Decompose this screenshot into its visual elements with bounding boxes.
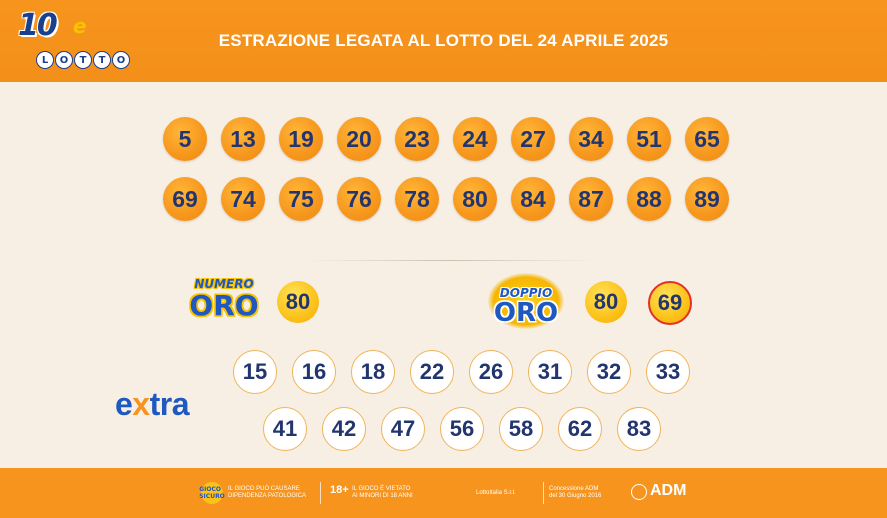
- doppio-oro-logo-top: DOPPIO: [499, 286, 553, 300]
- doppio-oro-burst-icon: [488, 273, 564, 329]
- extra-logo-suffix: tra: [149, 386, 190, 422]
- doppio-oro-ball: 69: [648, 281, 692, 325]
- extra-number-ball: 83: [617, 407, 661, 451]
- drawn-number-ball: 19: [279, 117, 323, 161]
- extra-logo-prefix: e: [115, 386, 133, 422]
- drawn-number-ball: 76: [337, 177, 381, 221]
- gioco-sicuro-badge-icon: GIOCO SICURO: [199, 482, 225, 504]
- footer-age-line: AI MINORI DI 18 ANNI: [352, 493, 413, 499]
- extra-number-ball: 26: [469, 350, 513, 394]
- drawn-number-ball: 13: [221, 117, 265, 161]
- footer-warning: IL GIOCO PUÒ CAUSARE DIPENDENZA PATOLOGI…: [228, 486, 306, 500]
- extra-number-ball: 33: [646, 350, 690, 394]
- drawn-number-ball: 65: [685, 117, 729, 161]
- age-limit-badge: 18+: [330, 484, 349, 496]
- footer-concession-line: Concessione ADM: [549, 486, 599, 492]
- footer-operator: LottoItalia S.r.l.: [476, 490, 516, 496]
- drawn-number-ball: 74: [221, 177, 265, 221]
- footer-warning-line: DIPENDENZA PATOLOGICA: [228, 493, 307, 499]
- drawn-number-ball: 78: [395, 177, 439, 221]
- numero-oro-ball: 80: [277, 281, 319, 323]
- drawn-number-ball: 27: [511, 117, 555, 161]
- footer-separator: [543, 482, 544, 504]
- doppio-oro-ball: 80: [585, 281, 627, 323]
- extra-number-ball: 16: [292, 350, 336, 394]
- drawn-number-ball: 75: [279, 177, 323, 221]
- adm-emblem-icon: [631, 484, 647, 500]
- logo-lotto-letter: T: [93, 51, 111, 69]
- footer-age-line: IL GIOCO È VIETATO: [352, 486, 411, 492]
- extra-number-ball: 18: [351, 350, 395, 394]
- extra-number-ball: 42: [322, 407, 366, 451]
- footer-warning-line: IL GIOCO PUÒ CAUSARE: [228, 486, 300, 492]
- footer-bar: [0, 468, 887, 518]
- extra-number-ball: 31: [528, 350, 572, 394]
- footer-separator: [320, 482, 321, 504]
- drawn-number-ball: 88: [627, 177, 671, 221]
- drawn-number-ball: 89: [685, 177, 729, 221]
- footer-concession: Concessione ADM del 30 Giugno 2016: [549, 486, 601, 500]
- logo-lotto-letter: T: [74, 51, 92, 69]
- drawn-number-ball: 80: [453, 177, 497, 221]
- extra-number-ball: 58: [499, 407, 543, 451]
- footer-concession-line: del 30 Giugno 2016: [549, 493, 602, 499]
- drawn-number-ball: 69: [163, 177, 207, 221]
- extra-number-ball: 41: [263, 407, 307, 451]
- extra-number-ball: 56: [440, 407, 484, 451]
- drawn-number-ball: 23: [395, 117, 439, 161]
- section-divider: [305, 260, 595, 261]
- extra-logo-x: x: [132, 386, 150, 422]
- logo-10elotto-e: e: [73, 14, 87, 38]
- drawn-number-ball: 20: [337, 117, 381, 161]
- drawn-number-ball: 84: [511, 177, 555, 221]
- drawn-number-ball: 87: [569, 177, 613, 221]
- drawn-number-ball: 24: [453, 117, 497, 161]
- extra-number-ball: 15: [233, 350, 277, 394]
- numero-oro-logo-top: NUMERO: [194, 277, 254, 291]
- doppio-oro-logo-bottom: ORO: [493, 298, 559, 328]
- logo-lotto-letter: L: [36, 51, 54, 69]
- extra-number-ball: 22: [410, 350, 454, 394]
- logo-10elotto-number: 10: [18, 8, 58, 43]
- logo-lotto-balls: L O T T O: [36, 51, 130, 69]
- drawn-number-ball: 5: [163, 117, 207, 161]
- extra-number-ball: 47: [381, 407, 425, 451]
- numero-oro-logo-bottom: ORO: [189, 289, 259, 322]
- header-bar: 10 e L O T T O ESTRAZIONE LEGATA AL LOTT…: [0, 0, 887, 82]
- logo-lotto-letter: O: [55, 51, 73, 69]
- drawn-number-ball: 34: [569, 117, 613, 161]
- footer-age-warning: IL GIOCO È VIETATO AI MINORI DI 18 ANNI: [352, 486, 413, 500]
- drawn-number-ball: 51: [627, 117, 671, 161]
- extra-number-ball: 62: [558, 407, 602, 451]
- results-panel: [0, 82, 887, 468]
- adm-logo-text: ADM: [650, 482, 687, 499]
- extra-number-ball: 32: [587, 350, 631, 394]
- logo-lotto-letter: O: [112, 51, 130, 69]
- extra-logo: extra: [115, 386, 190, 423]
- page-title: ESTRAZIONE LEGATA AL LOTTO DEL 24 APRILE…: [218, 31, 669, 50]
